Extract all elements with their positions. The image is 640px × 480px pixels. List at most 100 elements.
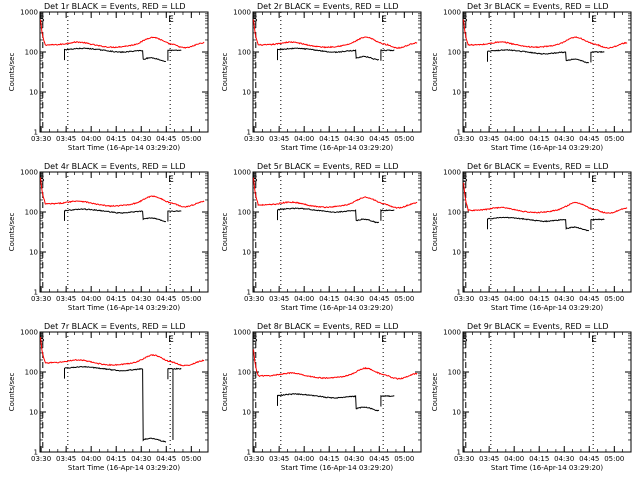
x-tick-label: 04:15 <box>319 135 339 143</box>
marker-s: S <box>39 175 45 185</box>
x-axis-label: Start Time (16-Apr-14 03:29:20) <box>281 464 393 472</box>
x-tick-label: 04:30 <box>131 455 151 463</box>
y-tick-label: 10 <box>29 89 38 97</box>
marker-e: E <box>591 175 597 185</box>
y-axis-label: Counts/sec <box>8 373 16 412</box>
x-axis-label: Start Time (16-Apr-14 03:29:20) <box>281 304 393 312</box>
plot-frame <box>252 331 422 453</box>
panel-title: Det 6r BLACK = Events, RED = LLD <box>467 162 609 171</box>
y-tick-label: 1 <box>34 289 38 297</box>
y-axis-label: Counts/sec <box>221 53 229 92</box>
plot-frame <box>462 331 632 453</box>
y-tick-label: 100 <box>25 369 38 377</box>
series-lld <box>40 19 205 49</box>
x-tick-label: 04:45 <box>369 455 389 463</box>
series-events <box>277 47 379 61</box>
panel-title: Det 9r BLACK = Events, RED = LLD <box>467 322 609 331</box>
x-tick-label: 05:00 <box>181 135 201 143</box>
x-axis-label: Start Time (16-Apr-14 03:29:20) <box>491 304 603 312</box>
plot-frame <box>462 171 632 293</box>
x-tick-label: 03:30 <box>31 295 51 303</box>
panel-det-1: Det 1r BLACK = Events, RED = LLD 1 10 100 10… <box>8 2 209 152</box>
y-tick-label: 10 <box>452 409 461 417</box>
x-tick-label: 04:45 <box>579 455 599 463</box>
x-tick-label: 03:45 <box>56 135 76 143</box>
series-lld <box>253 349 418 380</box>
x-tick-label: 03:45 <box>479 135 499 143</box>
x-tick-label: 03:30 <box>454 135 474 143</box>
series-events <box>380 49 395 61</box>
panel-title: Det 3r BLACK = Events, RED = LLD <box>467 2 609 11</box>
x-tick-label: 03:45 <box>479 455 499 463</box>
y-tick-label: 100 <box>238 49 251 57</box>
marker-e: E <box>381 15 387 25</box>
x-tick-label: 04:15 <box>106 295 126 303</box>
marker-s: S <box>462 15 468 25</box>
plot-frame <box>39 171 209 293</box>
marker-s: S <box>462 175 468 185</box>
y-tick-label: 10 <box>242 249 251 257</box>
y-tick-label: 1000 <box>20 329 38 337</box>
x-tick-label: 04:45 <box>156 135 176 143</box>
panel-title: Det 2r BLACK = Events, RED = LLD <box>257 2 399 11</box>
x-tick-label: 03:45 <box>269 455 289 463</box>
x-tick-label: 03:30 <box>244 455 264 463</box>
plot-frame <box>39 11 209 133</box>
panel-title: Det 8r BLACK = Events, RED = LLD <box>257 322 399 331</box>
y-tick-label: 100 <box>25 209 38 217</box>
y-tick-label: 1000 <box>233 169 251 177</box>
x-tick-label: 05:00 <box>604 135 624 143</box>
x-tick-label: 05:00 <box>394 455 414 463</box>
series-events <box>487 49 589 64</box>
plot-frame <box>252 11 422 133</box>
x-tick-label: 04:00 <box>81 295 101 303</box>
panel-title: Det 5r BLACK = Events, RED = LLD <box>257 162 399 171</box>
marker-e: E <box>168 15 174 25</box>
x-tick-label: 04:15 <box>319 295 339 303</box>
y-tick-label: 10 <box>452 249 461 257</box>
x-tick-label: 05:00 <box>181 455 201 463</box>
y-tick-label: 10 <box>242 89 251 97</box>
panel-det-2: Det 2r BLACK = Events, RED = LLD 1 10 100 10… <box>221 2 422 152</box>
x-axis-label: Start Time (16-Apr-14 03:29:20) <box>68 144 180 152</box>
series-lld <box>253 19 418 49</box>
marker-e: E <box>381 335 387 345</box>
panel-title: Det 7r BLACK = Events, RED = LLD <box>44 322 186 331</box>
series-lld <box>463 19 628 49</box>
y-tick-label: 10 <box>242 409 251 417</box>
x-tick-label: 04:00 <box>294 455 314 463</box>
x-tick-label: 04:15 <box>529 135 549 143</box>
series-events <box>167 367 182 380</box>
x-tick-label: 03:30 <box>454 455 474 463</box>
plot-frame <box>462 11 632 133</box>
series-events <box>167 49 182 61</box>
x-tick-label: 04:00 <box>81 135 101 143</box>
series-lld <box>463 182 628 214</box>
y-tick-label: 10 <box>452 89 461 97</box>
panel-det-9: Det 9r BLACK = Events, RED = LLD 1 10 100 10… <box>431 322 632 472</box>
series-lld <box>40 177 205 208</box>
series-events <box>380 395 395 407</box>
x-tick-label: 04:45 <box>579 295 599 303</box>
y-tick-label: 1000 <box>233 9 251 17</box>
marker-e: E <box>591 335 597 345</box>
x-tick-label: 04:15 <box>106 135 126 143</box>
marker-s: S <box>39 335 45 345</box>
x-tick-label: 05:00 <box>604 455 624 463</box>
x-tick-label: 04:30 <box>131 135 151 143</box>
x-tick-label: 03:45 <box>56 295 76 303</box>
marker-s: S <box>252 175 258 185</box>
panel-title: Det 1r BLACK = Events, RED = LLD <box>44 2 186 11</box>
y-tick-label: 1 <box>247 289 251 297</box>
y-tick-label: 1 <box>457 289 461 297</box>
x-tick-label: 04:45 <box>579 135 599 143</box>
x-tick-label: 04:30 <box>554 135 574 143</box>
series-events <box>64 47 166 62</box>
x-tick-label: 03:30 <box>31 455 51 463</box>
x-tick-label: 04:30 <box>554 455 574 463</box>
panel-det-8: Det 8r BLACK = Events, RED = LLD 1 10 100 10… <box>221 322 422 472</box>
panel-det-6: Det 6r BLACK = Events, RED = LLD 1 10 100 10… <box>431 162 632 312</box>
y-axis-label: Counts/sec <box>221 213 229 252</box>
y-tick-label: 1 <box>457 449 461 457</box>
